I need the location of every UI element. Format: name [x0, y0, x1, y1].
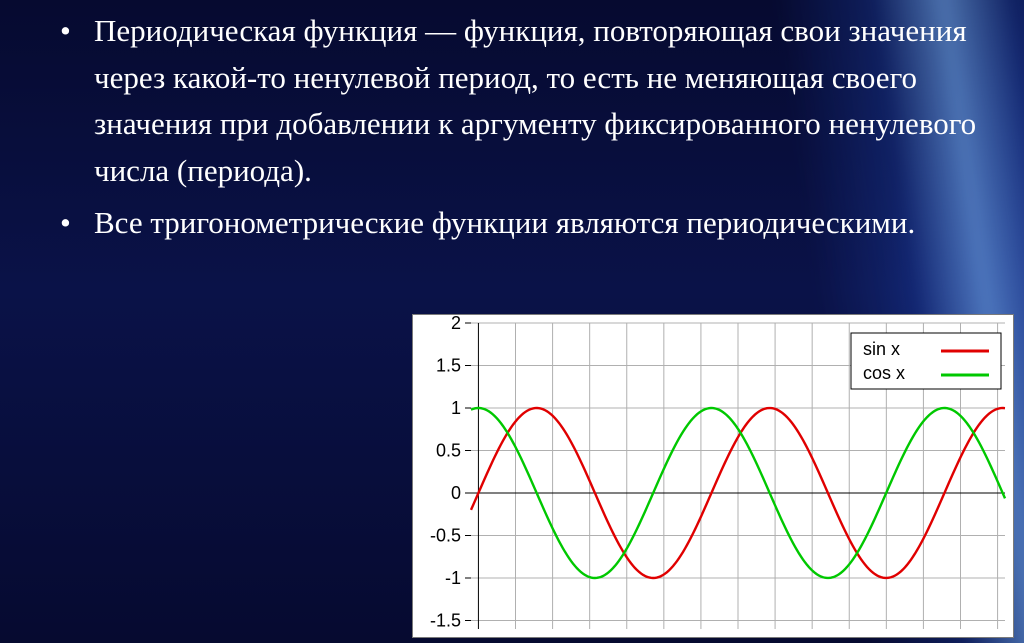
svg-text:0.5: 0.5 [436, 441, 461, 461]
bullet-item: Все тригонометрические функции являются … [48, 200, 984, 247]
svg-text:2: 2 [451, 315, 461, 333]
svg-text:-0.5: -0.5 [430, 526, 461, 546]
bullet-list: Периодическая функция — функция, повторя… [48, 8, 984, 253]
bullet-item: Периодическая функция — функция, повторя… [48, 8, 984, 194]
slide: Периодическая функция — функция, повторя… [0, 0, 1024, 643]
svg-text:1.5: 1.5 [436, 356, 461, 376]
svg-text:-1.5: -1.5 [430, 611, 461, 631]
svg-text:0: 0 [451, 483, 461, 503]
trig-chart: -1.5 -1 -0.5 0 0.5 1 1.5 2 sin x cos x [412, 314, 1014, 638]
svg-text:sin x: sin x [863, 339, 900, 359]
trig-chart-svg: -1.5 -1 -0.5 0 0.5 1 1.5 2 sin x cos x [413, 315, 1013, 637]
svg-text:-1: -1 [445, 568, 461, 588]
svg-text:cos x: cos x [863, 363, 905, 383]
svg-text:1: 1 [451, 398, 461, 418]
